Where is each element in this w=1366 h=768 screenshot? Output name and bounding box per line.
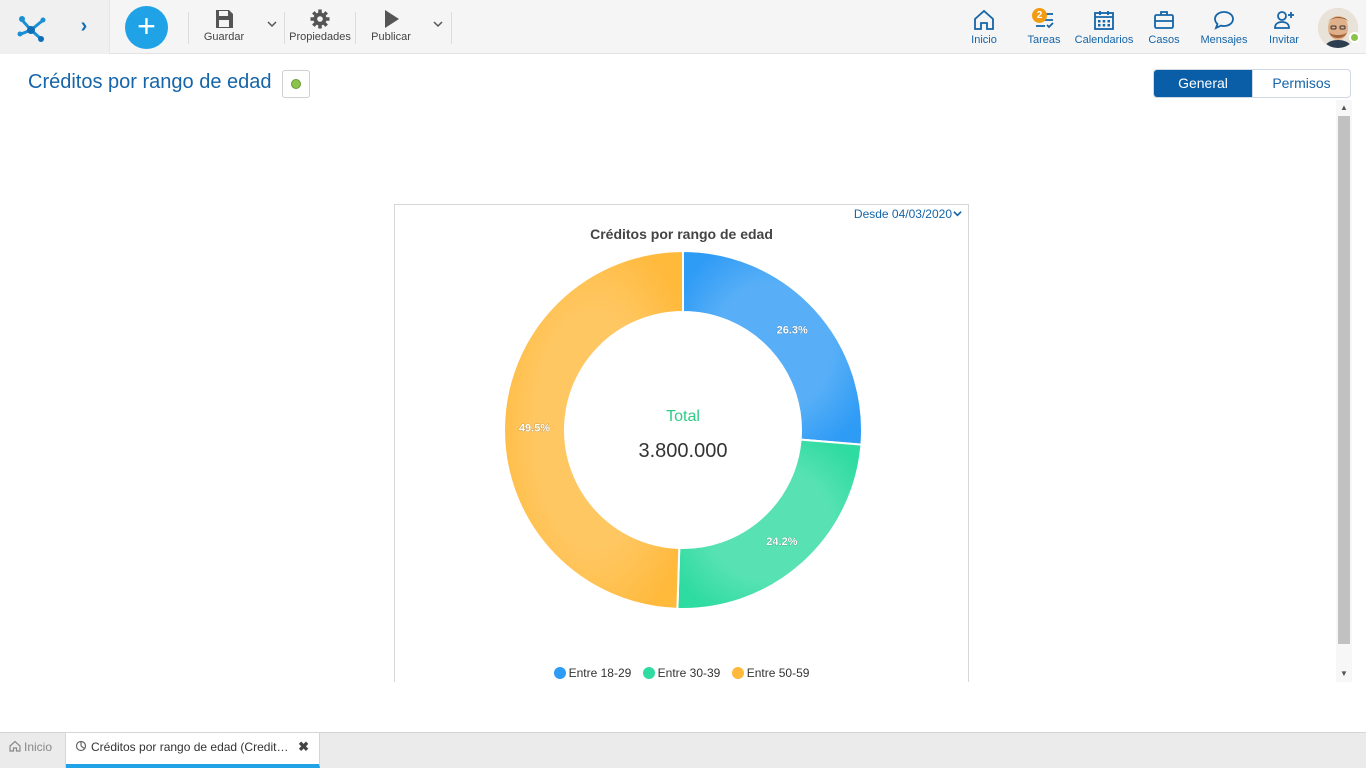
nav-tasks[interactable]: 2 Tareas <box>1012 6 1076 50</box>
nav-home-label: Inicio <box>971 34 997 46</box>
save-options-chevron-down-icon[interactable] <box>266 18 278 30</box>
nav-invite-label: Invitar <box>1269 34 1299 46</box>
top-toolbar: › + Guardar Propiedades <box>0 0 1366 54</box>
legend-dot-icon <box>553 667 566 679</box>
presence-status-dot <box>1349 32 1360 43</box>
slice-data-label: 26.3% <box>777 324 808 336</box>
bottom-tab-home-label: Inicio <box>24 740 53 754</box>
view-tabs: General Permisos <box>1153 69 1351 98</box>
divider <box>188 12 189 44</box>
slice-data-label: 49.5% <box>519 423 550 435</box>
date-filter-dropdown[interactable]: Desde 04/03/2020 <box>854 207 962 221</box>
donut-center-value: 3.800.000 <box>639 440 728 462</box>
chart-title: Créditos por rango de edad <box>590 226 773 242</box>
properties-label: Propiedades <box>289 31 351 43</box>
legend-item[interactable]: Entre 50-59 <box>731 666 810 680</box>
nav-cases-label: Casos <box>1148 34 1180 46</box>
nav-invite[interactable]: Invitar <box>1252 6 1316 50</box>
nav-calendars[interactable]: Calendarios <box>1072 6 1136 50</box>
tab-permisos[interactable]: Permisos <box>1252 70 1350 97</box>
bottom-tab-active[interactable]: Créditos por rango de edad (Credit… ✖ <box>66 733 320 768</box>
donut-slice[interactable] <box>682 249 863 446</box>
divider <box>284 12 285 44</box>
legend-label: Entre 18-29 <box>568 666 632 680</box>
legend-dot-icon <box>642 667 655 679</box>
page-title: Créditos por rango de edad <box>28 71 272 93</box>
chevron-down-icon <box>953 211 962 217</box>
legend-label: Entre 50-59 <box>746 666 810 680</box>
pie-chart-icon <box>75 740 87 752</box>
status-button[interactable] <box>282 70 310 98</box>
scrollbar-thumb[interactable] <box>1338 116 1350 644</box>
bottom-tab-active-label: Créditos por rango de edad (Credit… <box>91 740 289 754</box>
divider <box>355 12 356 44</box>
chart-card: Desde 04/03/2020 Créditos por rango de e… <box>394 204 969 682</box>
nav-calendars-label: Calendarios <box>1074 34 1134 46</box>
add-user-icon <box>1274 11 1294 29</box>
donut-slice[interactable] <box>676 438 863 610</box>
add-button[interactable]: + <box>125 6 168 49</box>
nav-messages-label: Mensajes <box>1200 34 1248 46</box>
home-icon <box>974 9 994 30</box>
properties-button[interactable]: Propiedades <box>288 6 352 50</box>
avatar[interactable] <box>1318 8 1358 48</box>
app-logo-icon[interactable] <box>12 8 50 46</box>
legend-label: Entre 30-39 <box>657 666 721 680</box>
publish-label: Publicar <box>371 31 411 43</box>
date-filter-label: Desde 04/03/2020 <box>853 207 952 221</box>
chat-bubble-icon <box>1214 11 1234 30</box>
play-icon <box>385 10 399 28</box>
legend-dot-icon <box>731 667 744 679</box>
tab-general[interactable]: General <box>1154 70 1252 97</box>
nav-cases[interactable]: Casos <box>1132 6 1196 50</box>
expand-menu-icon[interactable]: › <box>80 15 88 37</box>
bottom-tab-bar: Inicio Créditos por rango de edad (Credi… <box>0 732 1366 768</box>
nav-tasks-label: Tareas <box>1027 34 1061 46</box>
publish-options-chevron-down-icon[interactable] <box>432 18 444 30</box>
publish-button[interactable]: Publicar <box>365 6 417 50</box>
briefcase-icon <box>1154 11 1174 29</box>
donut-slice[interactable] <box>503 249 684 610</box>
donut-chart: Total 3.800.000 26.3% 24.2% 49.5% <box>503 249 863 610</box>
status-dot-icon <box>291 79 301 89</box>
save-button[interactable]: Guardar <box>198 6 250 50</box>
divider <box>451 12 452 44</box>
logo-area: › <box>0 0 110 54</box>
legend-item[interactable]: Entre 18-29 <box>553 666 632 680</box>
donut-center-label: Total <box>666 408 700 425</box>
tasks-badge: 2 <box>1032 8 1047 23</box>
scroll-down-icon[interactable]: ▼ <box>1340 669 1348 678</box>
user-photo-icon <box>1318 8 1358 48</box>
home-icon <box>9 740 21 752</box>
nav-home[interactable]: Inicio <box>952 6 1016 50</box>
calendar-icon <box>1094 11 1114 30</box>
legend-item[interactable]: Entre 30-39 <box>642 666 721 680</box>
save-label: Guardar <box>203 31 245 43</box>
nav-messages[interactable]: Mensajes <box>1192 6 1256 50</box>
close-icon[interactable]: ✖ <box>298 739 309 754</box>
bottom-tab-home[interactable]: Inicio <box>0 733 66 768</box>
slice-data-label: 24.2% <box>766 536 797 548</box>
save-icon <box>216 10 233 28</box>
gear-icon <box>310 9 330 29</box>
chart-legend: Entre 18-29 Entre 30-39 Entre 50-59 <box>395 666 968 680</box>
scroll-up-icon[interactable]: ▲ <box>1340 103 1348 112</box>
vertical-scrollbar[interactable]: ▲ ▼ <box>1336 100 1352 682</box>
